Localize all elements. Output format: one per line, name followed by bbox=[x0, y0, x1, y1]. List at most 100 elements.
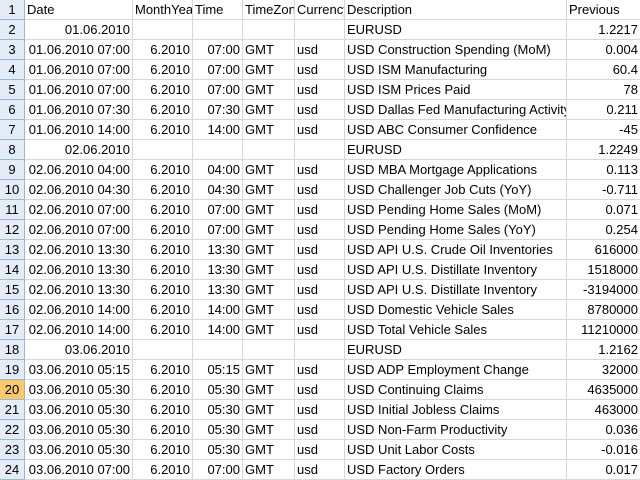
date-cell[interactable]: 02.06.2010 07:00 bbox=[25, 200, 133, 220]
currency-cell[interactable]: usd bbox=[295, 280, 345, 300]
row-header[interactable]: 14 bbox=[0, 260, 25, 280]
row-header[interactable]: 6 bbox=[0, 100, 25, 120]
date-cell[interactable]: 02.06.2010 13:30 bbox=[25, 260, 133, 280]
monthyear-cell[interactable]: 6.2010 bbox=[133, 320, 193, 340]
time-cell[interactable]: 07:00 bbox=[193, 80, 243, 100]
time-cell[interactable]: 07:30 bbox=[193, 100, 243, 120]
timezone-cell[interactable]: GMT bbox=[243, 200, 295, 220]
time-cell[interactable]: 07:00 bbox=[193, 460, 243, 480]
row-header[interactable]: 17 bbox=[0, 320, 25, 340]
previous-cell[interactable]: 11210000 bbox=[567, 320, 640, 340]
row-header[interactable]: 24 bbox=[0, 460, 25, 480]
row-header-1[interactable]: 1 bbox=[0, 0, 25, 20]
currency-cell[interactable] bbox=[295, 140, 345, 160]
time-cell[interactable]: 14:00 bbox=[193, 120, 243, 140]
time-cell[interactable]: 13:30 bbox=[193, 240, 243, 260]
timezone-cell[interactable]: GMT bbox=[243, 160, 295, 180]
timezone-cell[interactable]: GMT bbox=[243, 420, 295, 440]
currency-cell[interactable] bbox=[295, 340, 345, 360]
date-cell[interactable]: 02.06.2010 04:30 bbox=[25, 180, 133, 200]
monthyear-cell[interactable]: 6.2010 bbox=[133, 160, 193, 180]
time-cell[interactable] bbox=[193, 340, 243, 360]
timezone-cell[interactable]: GMT bbox=[243, 320, 295, 340]
previous-cell[interactable]: -0.016 bbox=[567, 440, 640, 460]
column-header-description[interactable]: Description bbox=[345, 0, 567, 20]
previous-cell[interactable]: 463000 bbox=[567, 400, 640, 420]
row-header[interactable]: 19 bbox=[0, 360, 25, 380]
previous-cell[interactable]: -45 bbox=[567, 120, 640, 140]
previous-cell[interactable]: 1.2249 bbox=[567, 140, 640, 160]
currency-cell[interactable]: usd bbox=[295, 200, 345, 220]
timezone-cell[interactable]: GMT bbox=[243, 280, 295, 300]
timezone-cell[interactable] bbox=[243, 340, 295, 360]
currency-cell[interactable]: usd bbox=[295, 240, 345, 260]
time-cell[interactable]: 13:30 bbox=[193, 280, 243, 300]
previous-cell[interactable]: 78 bbox=[567, 80, 640, 100]
description-cell[interactable]: EURUSD bbox=[345, 140, 567, 160]
row-header[interactable]: 4 bbox=[0, 60, 25, 80]
description-cell[interactable]: EURUSD bbox=[345, 20, 567, 40]
timezone-cell[interactable]: GMT bbox=[243, 360, 295, 380]
timezone-cell[interactable] bbox=[243, 140, 295, 160]
column-header-date[interactable]: Date bbox=[25, 0, 133, 20]
time-cell[interactable]: 05:30 bbox=[193, 420, 243, 440]
previous-cell[interactable]: 616000 bbox=[567, 240, 640, 260]
date-cell[interactable]: 01.06.2010 bbox=[25, 20, 133, 40]
previous-cell[interactable]: -0.711 bbox=[567, 180, 640, 200]
row-header[interactable]: 10 bbox=[0, 180, 25, 200]
monthyear-cell[interactable]: 6.2010 bbox=[133, 100, 193, 120]
date-cell[interactable]: 03.06.2010 05:30 bbox=[25, 400, 133, 420]
row-header[interactable]: 22 bbox=[0, 420, 25, 440]
column-header-timezone[interactable]: TimeZone bbox=[243, 0, 295, 20]
monthyear-cell[interactable] bbox=[133, 340, 193, 360]
time-cell[interactable]: 05:15 bbox=[193, 360, 243, 380]
date-cell[interactable]: 01.06.2010 14:00 bbox=[25, 120, 133, 140]
previous-cell[interactable]: 8780000 bbox=[567, 300, 640, 320]
timezone-cell[interactable]: GMT bbox=[243, 260, 295, 280]
currency-cell[interactable]: usd bbox=[295, 120, 345, 140]
row-header[interactable]: 8 bbox=[0, 140, 25, 160]
currency-cell[interactable]: usd bbox=[295, 320, 345, 340]
currency-cell[interactable]: usd bbox=[295, 460, 345, 480]
time-cell[interactable]: 04:00 bbox=[193, 160, 243, 180]
previous-cell[interactable]: 1.2162 bbox=[567, 340, 640, 360]
date-cell[interactable]: 02.06.2010 14:00 bbox=[25, 320, 133, 340]
date-cell[interactable]: 03.06.2010 05:30 bbox=[25, 420, 133, 440]
time-cell[interactable]: 07:00 bbox=[193, 200, 243, 220]
timezone-cell[interactable]: GMT bbox=[243, 440, 295, 460]
date-cell[interactable]: 03.06.2010 05:30 bbox=[25, 380, 133, 400]
time-cell[interactable]: 14:00 bbox=[193, 320, 243, 340]
currency-cell[interactable]: usd bbox=[295, 180, 345, 200]
time-cell[interactable]: 05:30 bbox=[193, 440, 243, 460]
description-cell[interactable]: USD Initial Jobless Claims bbox=[345, 400, 567, 420]
description-cell[interactable]: USD ISM Prices Paid bbox=[345, 80, 567, 100]
timezone-cell[interactable]: GMT bbox=[243, 220, 295, 240]
description-cell[interactable]: USD Unit Labor Costs bbox=[345, 440, 567, 460]
currency-cell[interactable]: usd bbox=[295, 360, 345, 380]
currency-cell[interactable]: usd bbox=[295, 100, 345, 120]
description-cell[interactable]: USD Non-Farm Productivity bbox=[345, 420, 567, 440]
previous-cell[interactable]: 4635000 bbox=[567, 380, 640, 400]
currency-cell[interactable]: usd bbox=[295, 420, 345, 440]
date-cell[interactable]: 02.06.2010 07:00 bbox=[25, 220, 133, 240]
previous-cell[interactable]: 0.004 bbox=[567, 40, 640, 60]
monthyear-cell[interactable]: 6.2010 bbox=[133, 180, 193, 200]
row-header[interactable]: 13 bbox=[0, 240, 25, 260]
row-header[interactable]: 3 bbox=[0, 40, 25, 60]
currency-cell[interactable]: usd bbox=[295, 60, 345, 80]
date-cell[interactable]: 02.06.2010 13:30 bbox=[25, 280, 133, 300]
monthyear-cell[interactable]: 6.2010 bbox=[133, 400, 193, 420]
currency-cell[interactable]: usd bbox=[295, 440, 345, 460]
time-cell[interactable]: 14:00 bbox=[193, 300, 243, 320]
date-cell[interactable]: 03.06.2010 bbox=[25, 340, 133, 360]
time-cell[interactable]: 05:30 bbox=[193, 400, 243, 420]
currency-cell[interactable]: usd bbox=[295, 220, 345, 240]
row-header[interactable]: 9 bbox=[0, 160, 25, 180]
time-cell[interactable]: 07:00 bbox=[193, 220, 243, 240]
time-cell[interactable]: 07:00 bbox=[193, 60, 243, 80]
timezone-cell[interactable]: GMT bbox=[243, 120, 295, 140]
row-header[interactable]: 5 bbox=[0, 80, 25, 100]
row-header[interactable]: 12 bbox=[0, 220, 25, 240]
previous-cell[interactable]: -3194000 bbox=[567, 280, 640, 300]
time-cell[interactable]: 04:30 bbox=[193, 180, 243, 200]
